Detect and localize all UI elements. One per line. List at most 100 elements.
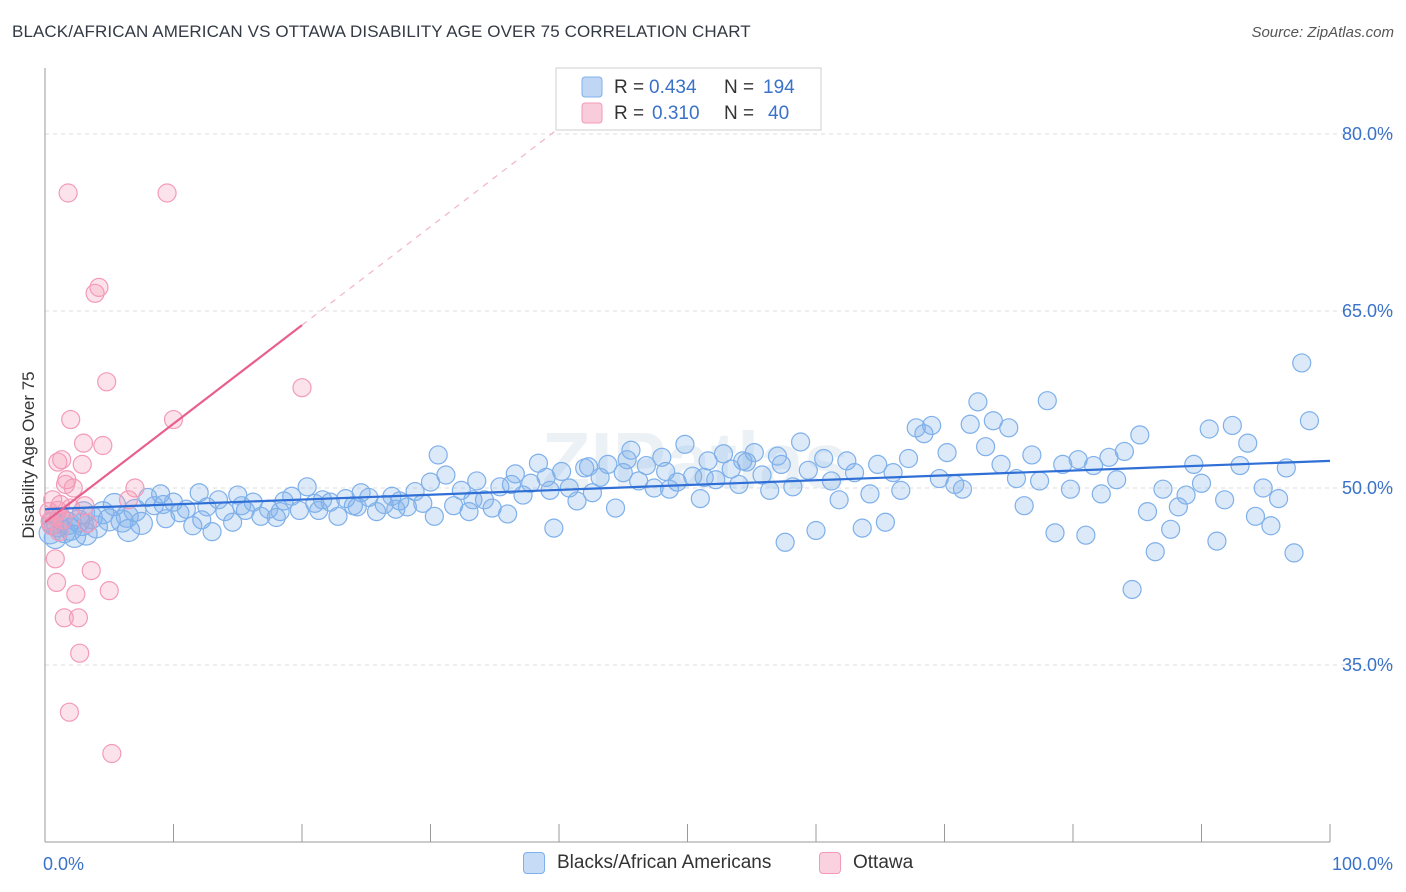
legend-bottom: Blacks/African Americans Ottawa	[0, 852, 1406, 878]
point-ottawa-31	[102, 743, 122, 764]
point-ottawa-37	[40, 511, 60, 531]
legend-r-value-blacks: 0.434	[649, 77, 697, 98]
x-tick-labels: 0.0% 100.0%	[43, 854, 1393, 874]
point-blacks-181	[309, 500, 329, 521]
point-blacks-24	[156, 509, 176, 529]
point-ottawa-9	[52, 450, 72, 470]
point-blacks-143	[1060, 479, 1081, 499]
point-ottawa-22	[73, 433, 94, 453]
legend-item-ottawa: Ottawa	[819, 852, 913, 874]
point-blacks-190	[656, 461, 676, 482]
point-blacks-173	[1292, 353, 1312, 373]
y-tick-label-2: 65.0%	[1342, 301, 1393, 321]
point-blacks-122	[898, 448, 919, 469]
point-blacks-141	[1045, 523, 1065, 543]
point-blacks-156	[1161, 519, 1181, 539]
point-blacks-121	[891, 480, 911, 500]
point-blacks-86	[621, 440, 641, 460]
point-blacks-138	[1022, 445, 1042, 465]
point-blacks-48	[328, 506, 348, 526]
point-blacks-139	[1029, 471, 1050, 491]
series-blacks-african-americans	[38, 353, 1320, 600]
point-ottawa-17	[63, 478, 83, 498]
point-blacks-130	[960, 414, 980, 434]
point-blacks-145	[1076, 525, 1096, 545]
point-blacks-155	[1153, 479, 1173, 499]
point-blacks-116	[852, 518, 872, 538]
point-ottawa-21	[72, 454, 92, 474]
point-blacks-71	[505, 464, 525, 484]
point-ottawa-25	[81, 560, 101, 581]
point-blacks-132	[976, 437, 996, 457]
point-blacks-57	[397, 497, 417, 517]
point-blacks-169	[1261, 516, 1281, 536]
point-blacks-135	[999, 418, 1019, 438]
source-label: Source: ZipAtlas.com	[1251, 24, 1394, 41]
point-blacks-147	[1091, 484, 1111, 504]
point-ottawa-35	[163, 409, 184, 430]
point-blacks-157	[1168, 497, 1188, 517]
point-blacks-70	[498, 504, 518, 524]
point-blacks-164	[1222, 415, 1242, 436]
point-blacks-185	[463, 490, 483, 510]
point-blacks-172	[1284, 543, 1304, 563]
point-blacks-127	[937, 443, 957, 463]
legend-swatch-ottawa	[581, 102, 603, 124]
point-blacks-115	[844, 463, 865, 483]
point-blacks-174	[1299, 411, 1320, 431]
y-axis-label: Disability Age Over 75	[19, 371, 38, 538]
axes	[44, 68, 1331, 843]
point-ottawa-15	[59, 702, 80, 722]
legend-swatch-blacks	[581, 76, 603, 98]
legend-label-ottawa: Ottawa	[853, 852, 914, 873]
point-ottawa-28	[93, 435, 113, 456]
point-blacks-84	[605, 498, 626, 518]
point-blacks-152	[1130, 425, 1150, 445]
point-blacks-93	[675, 434, 695, 454]
point-blacks-98	[713, 444, 734, 464]
legend-item-blacks: Blacks/African Americans	[523, 852, 771, 874]
point-blacks-123	[906, 418, 926, 438]
point-blacks-151	[1122, 579, 1142, 600]
legend-r-value-ottawa: 0.310	[652, 103, 700, 124]
y-tick-label-3: 80.0%	[1342, 124, 1393, 144]
point-blacks-183	[386, 499, 406, 519]
point-ottawa-29	[97, 372, 117, 392]
point-blacks-53	[366, 502, 387, 522]
point-blacks-110	[806, 520, 826, 541]
trend-line-ottawa	[44, 324, 303, 524]
y-tick-labels: 35.0% 50.0% 65.0% 80.0%	[1342, 124, 1393, 675]
point-blacks-142	[1053, 454, 1073, 474]
point-ottawa-33	[125, 478, 145, 498]
point-blacks-134	[991, 454, 1011, 474]
point-blacks-44	[297, 477, 317, 497]
point-ottawa-4	[45, 549, 65, 569]
point-ottawa-32	[118, 490, 139, 510]
point-blacks-66	[467, 471, 487, 491]
y-tick-label-0: 35.0%	[1342, 655, 1393, 675]
legend-n-value-blacks: 194	[763, 77, 795, 98]
point-blacks-100	[729, 474, 749, 495]
point-blacks-191	[694, 467, 714, 487]
point-blacks-158	[1176, 485, 1196, 505]
point-blacks-67	[474, 490, 495, 510]
point-blacks-120	[883, 463, 903, 483]
point-blacks-90	[652, 447, 672, 467]
point-blacks-153	[1137, 502, 1158, 522]
point-blacks-166	[1238, 433, 1258, 453]
point-blacks-34	[223, 512, 243, 532]
chart-title: BLACK/AFRICAN AMERICAN VS OTTAWA DISABIL…	[12, 22, 751, 41]
point-blacks-129	[952, 479, 973, 499]
point-blacks-77	[551, 461, 572, 482]
legend-r-label-blacks: R =	[614, 77, 644, 98]
point-ottawa-11	[54, 608, 74, 628]
point-blacks-189	[617, 450, 637, 470]
point-ottawa-34	[157, 183, 177, 203]
legend-swatch-ottawa-bottom	[819, 852, 841, 874]
point-blacks-20	[129, 511, 153, 536]
point-blacks-113	[829, 490, 849, 510]
point-blacks-15	[97, 508, 121, 532]
point-blacks-167	[1245, 506, 1266, 526]
point-ottawa-36	[292, 378, 312, 398]
